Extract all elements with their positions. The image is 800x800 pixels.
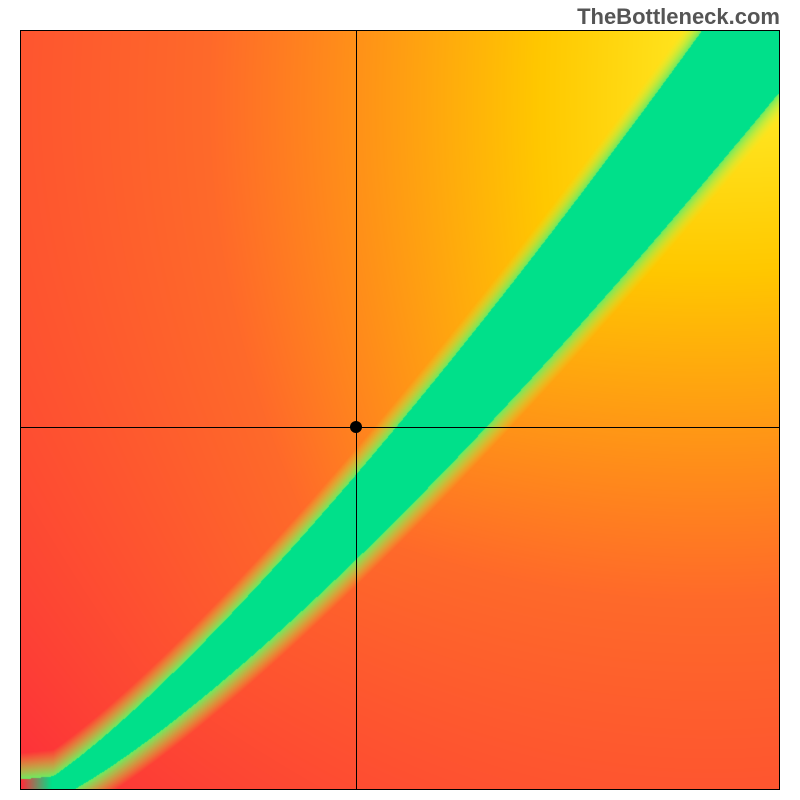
crosshair-horizontal bbox=[21, 427, 779, 428]
heatmap-canvas bbox=[21, 31, 779, 789]
crosshair-marker bbox=[350, 421, 362, 433]
chart-container: TheBottleneck.com bbox=[0, 0, 800, 800]
heatmap-plot bbox=[20, 30, 780, 790]
watermark-text: TheBottleneck.com bbox=[577, 4, 780, 30]
crosshair-vertical bbox=[356, 31, 357, 789]
